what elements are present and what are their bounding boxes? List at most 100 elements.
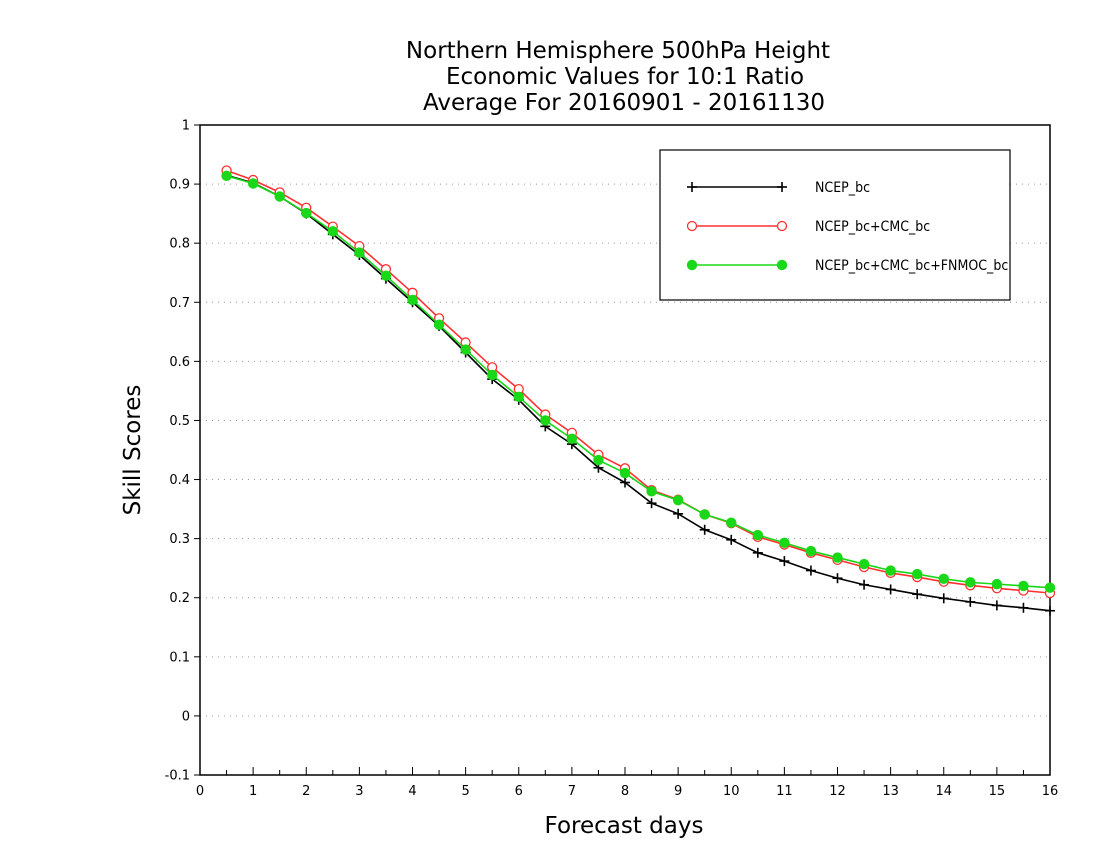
y-tick-label: 0.1 [169,650,190,665]
data-point [619,467,631,479]
data-point [859,579,870,590]
x-tick-label: 13 [882,784,899,799]
data-point [327,226,339,237]
data-point [885,565,896,576]
y-tick-label: 0.4 [169,473,190,488]
y-tick-label: 0 [182,709,190,724]
x-tick-label: 5 [461,784,469,799]
x-tick-label: 1 [249,784,257,799]
y-tick-label: 0.3 [169,532,190,547]
data-point [540,415,551,426]
data-point [699,524,710,535]
data-point [726,534,737,545]
data-point [593,454,604,466]
data-series [221,165,1056,616]
data-point [991,600,1002,611]
legend: NCEP_bc NCEP_bc+CMC_bc NCEP_bc+CMC_bc+FNMO… [659,149,1011,301]
data-point [726,517,737,528]
axes: -0.100.10.20.30.40.50.60.70.80.910 1 2 3 4 5 6… [165,119,1059,800]
legend-marker [687,182,697,192]
data-point [752,529,764,541]
y-tick-label: 0.6 [169,355,190,370]
x-tick-label: 10 [723,784,740,799]
data-point [354,247,365,258]
x-tick-label: 0 [196,784,204,799]
data-point [858,558,870,570]
data-point [965,596,976,607]
x-tick-label: 3 [355,784,363,799]
data-point [646,486,657,497]
data-point [566,433,578,444]
data-point [832,573,843,584]
series-0 [221,170,1055,616]
y-tick-label: 0.8 [169,237,190,252]
data-point [620,477,630,488]
chart-title-line-3: Average For 20160901 - 20161130 [423,90,825,116]
x-tick-label: 11 [776,784,793,799]
y-tick-label: 0.2 [169,591,190,606]
data-point [779,556,790,567]
legend-marker [686,259,698,271]
data-point [805,565,816,576]
legend-marker [686,220,698,232]
data-point [699,509,710,520]
data-point [752,547,763,558]
chart-title-line-2: Economic Values for 10:1 Ratio [446,64,804,90]
series-2 [221,170,1056,593]
data-point [380,270,392,281]
y-tick-label: 0.7 [169,296,190,311]
data-point [779,537,790,548]
data-point [673,508,684,519]
data-point [247,178,259,189]
x-tick-label: 16 [1042,784,1059,799]
legend-marker [776,220,788,232]
y-tick-label: 1 [182,119,190,134]
chart-title: Northern Hemisphere 500hPa Height Econom… [406,38,830,116]
legend-label: NCEP_bc+CMC_bc+FNMOC_bc [815,258,1008,274]
x-tick-label: 2 [302,784,310,799]
legend-label: NCEP_bc [815,180,870,196]
x-tick-label: 7 [568,784,576,799]
data-point [1018,602,1029,613]
x-axis-label: Forecast days [545,813,704,839]
y-tick-label: 0.9 [169,178,190,193]
x-tick-label: 14 [935,784,952,799]
x-tick-label: 8 [621,784,629,799]
data-point [832,552,843,563]
data-point [991,578,1003,590]
data-point [646,498,657,509]
data-point [805,545,817,557]
data-point [274,191,285,202]
data-point [885,584,896,595]
legend-marker [776,259,788,271]
data-point [672,495,684,506]
data-point [1018,580,1029,592]
x-tick-label: 9 [674,784,682,799]
legend-marker [777,182,787,192]
data-point [513,391,524,403]
data-point [965,577,976,588]
data-point [1045,605,1055,616]
data-point [221,170,232,182]
chart-title-line-1: Northern Hemisphere 500hPa Height [406,38,830,64]
x-tick-label: 4 [408,784,416,799]
data-point [301,207,312,219]
y-axis-label: Skill Scores [120,385,146,516]
y-tick-label: -0.1 [165,769,190,784]
data-point [912,589,923,600]
legend-box [659,149,1011,301]
data-point [938,593,949,604]
x-tick-label: 12 [829,784,846,799]
data-point [460,344,471,355]
data-point [486,369,498,381]
data-point [433,319,445,330]
data-point [911,568,923,580]
x-tick-label: 6 [515,784,523,799]
data-point [938,573,949,585]
x-tick-label: 15 [989,784,1006,799]
legend-label: NCEP_bc+CMC_bc [815,219,930,235]
data-point [1044,582,1056,593]
data-point [407,294,418,306]
